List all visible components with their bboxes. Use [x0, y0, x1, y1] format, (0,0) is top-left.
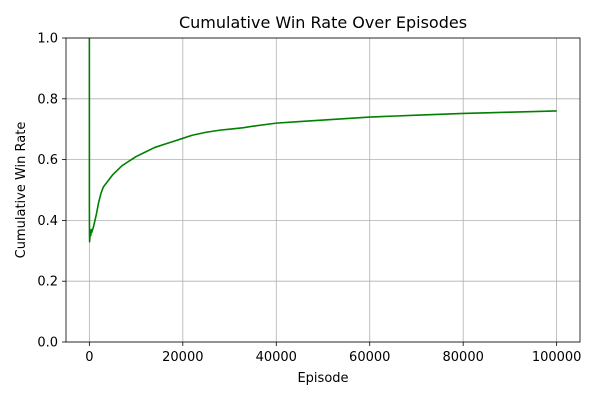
y-axis-label: Cumulative Win Rate — [14, 122, 29, 259]
x-axis-label: Episode — [297, 371, 348, 386]
x-axis-ticks: 0 20000 40000 60000 80000 100000 — [85, 342, 581, 365]
y-tick-label: 0.8 — [37, 92, 58, 107]
x-tick-label: 60000 — [349, 350, 390, 365]
x-tick-label: 0 — [85, 350, 93, 365]
grid — [66, 37, 580, 343]
y-tick-label: 0.6 — [37, 153, 58, 168]
axes-frame — [65, 37, 581, 343]
y-axis-ticks: 0.0 0.2 0.4 0.6 0.8 1.0 — [37, 32, 66, 351]
y-tick-label: 0.2 — [37, 275, 58, 290]
x-tick-label: 20000 — [162, 350, 203, 365]
chart-title: Cumulative Win Rate Over Episodes — [179, 13, 467, 32]
series-layer — [88, 37, 557, 243]
x-tick-label: 100000 — [532, 350, 582, 365]
series-line — [88, 37, 557, 243]
y-tick-label: 1.0 — [37, 32, 58, 47]
x-tick-label: 40000 — [256, 350, 297, 365]
y-tick-label: 0.4 — [37, 214, 58, 229]
x-tick-label: 80000 — [443, 350, 484, 365]
y-tick-label: 0.0 — [37, 336, 58, 351]
